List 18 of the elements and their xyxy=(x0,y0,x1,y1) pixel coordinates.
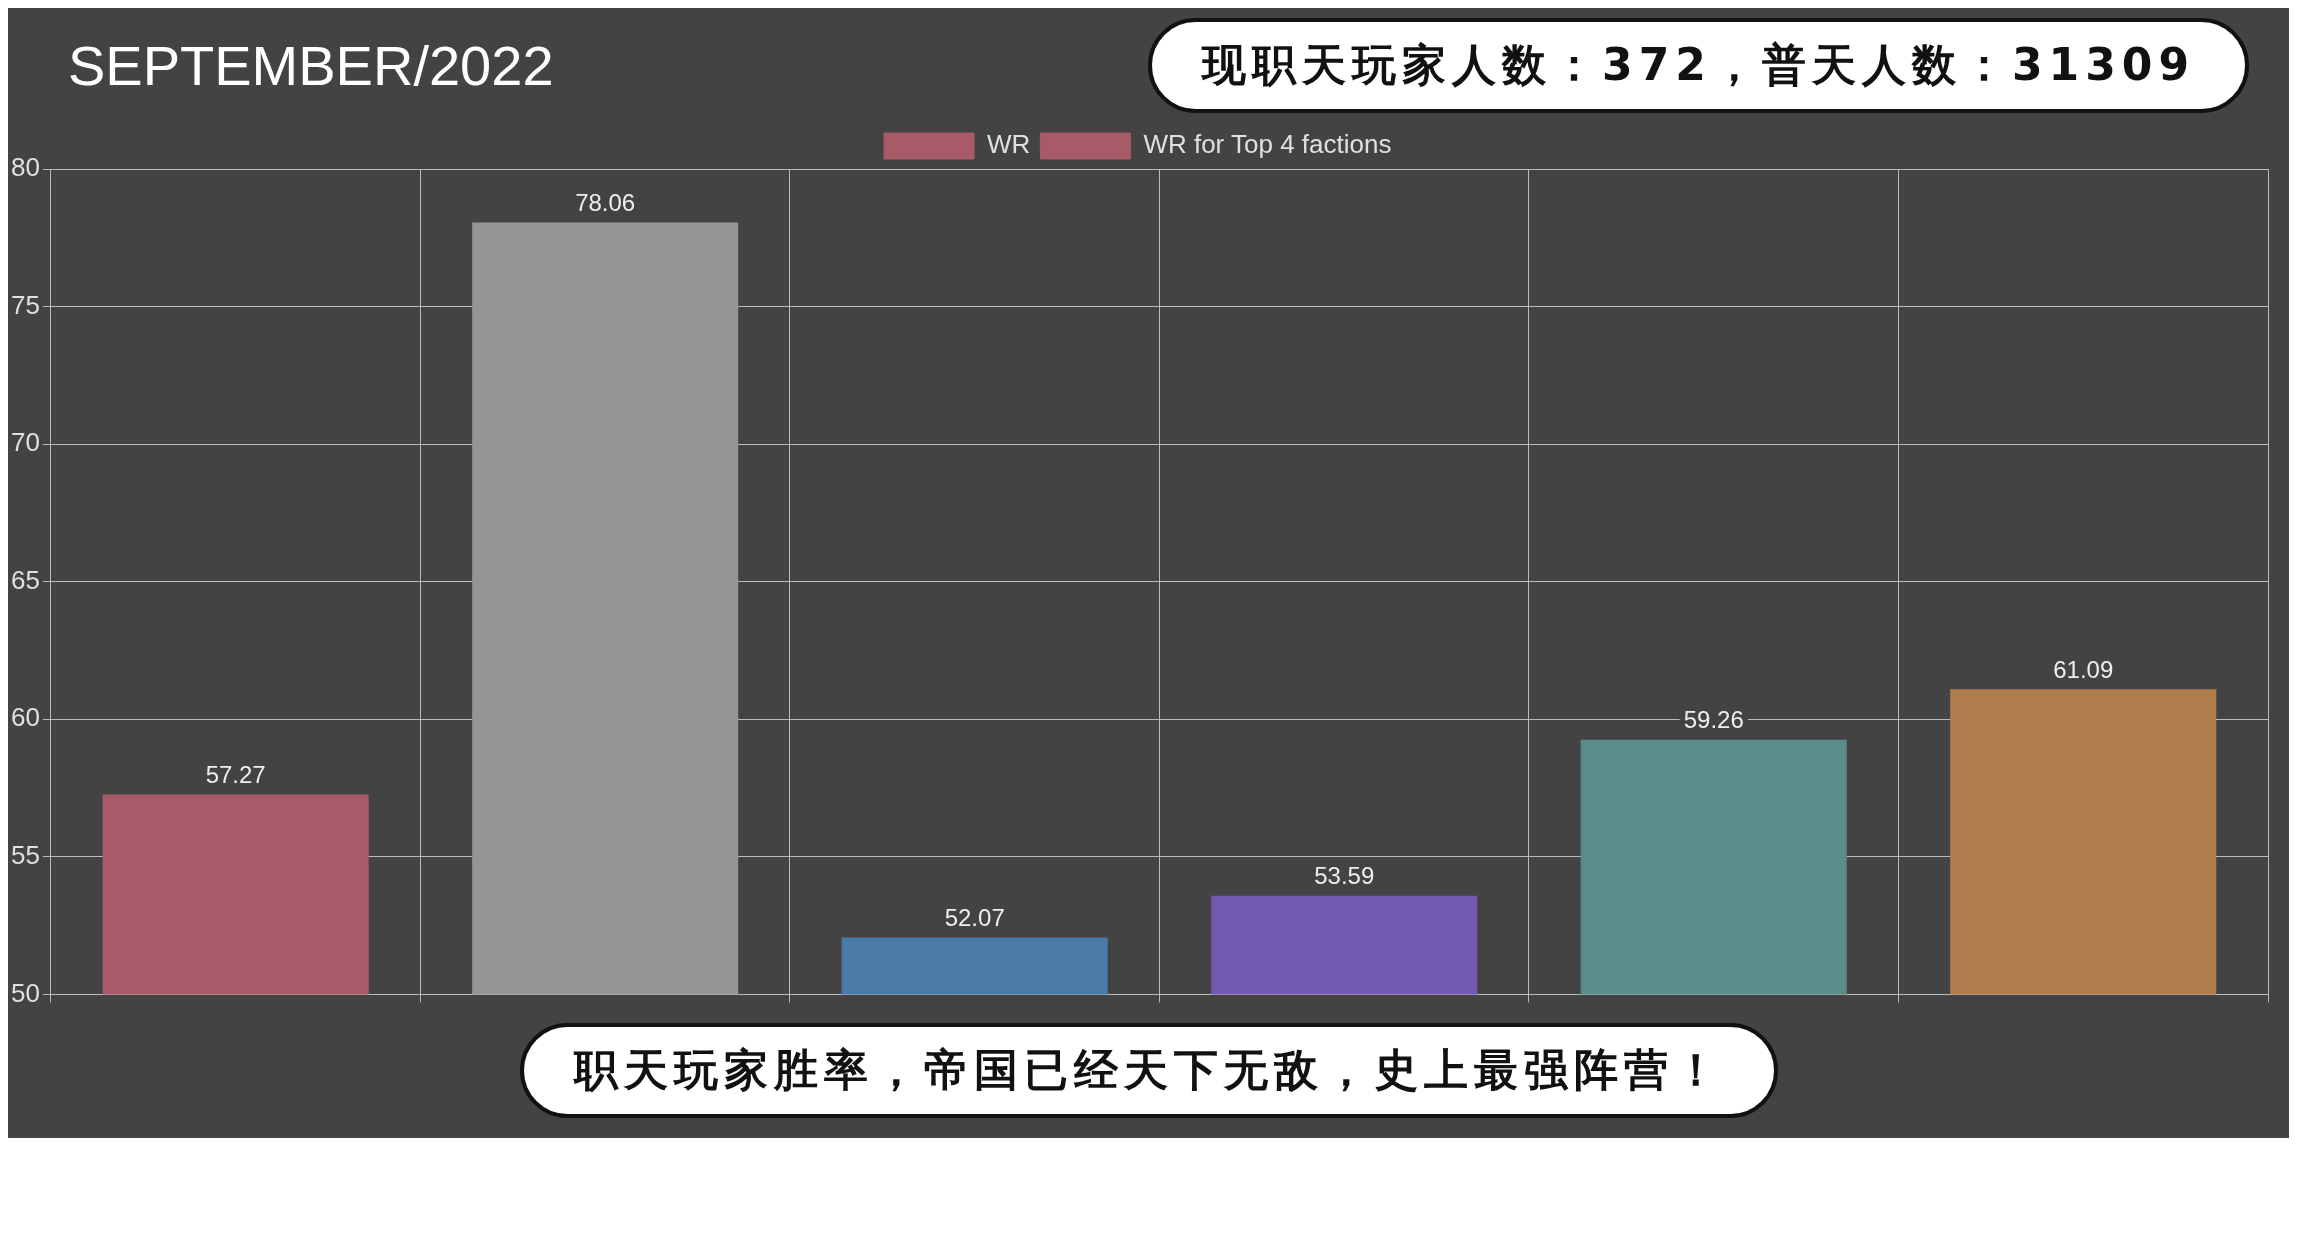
y-tick-label: 75 xyxy=(11,289,40,320)
text: 职天玩家胜率，帝国已经天下无敌，史上最强阵营！ xyxy=(519,1023,1778,1118)
data-label: 61.09 xyxy=(2053,655,2114,683)
chart-title: SEPTEMBER/2022 xyxy=(68,33,554,98)
data-label: 57.27 xyxy=(205,761,266,788)
legend-label: WR for Top 4 factions xyxy=(1143,129,1392,160)
y-tick-label: 55 xyxy=(11,840,40,871)
y-tick-label: 60 xyxy=(11,702,40,733)
y-tick-label: 70 xyxy=(11,427,40,458)
legend-label: WR xyxy=(987,129,1031,160)
y-tick-label: 80 xyxy=(11,152,40,183)
data-label: 59.26 xyxy=(1683,706,1744,734)
data-label: 78.06 xyxy=(575,189,636,216)
text: 现职天玩家人数：372，普天人数：31309 xyxy=(1148,18,2249,113)
y-tick-label: 65 xyxy=(11,564,40,595)
data-label: 53.59 xyxy=(1314,862,1375,890)
data-label: 52.07 xyxy=(944,904,1005,932)
y-tick-label: 50 xyxy=(11,977,40,1008)
